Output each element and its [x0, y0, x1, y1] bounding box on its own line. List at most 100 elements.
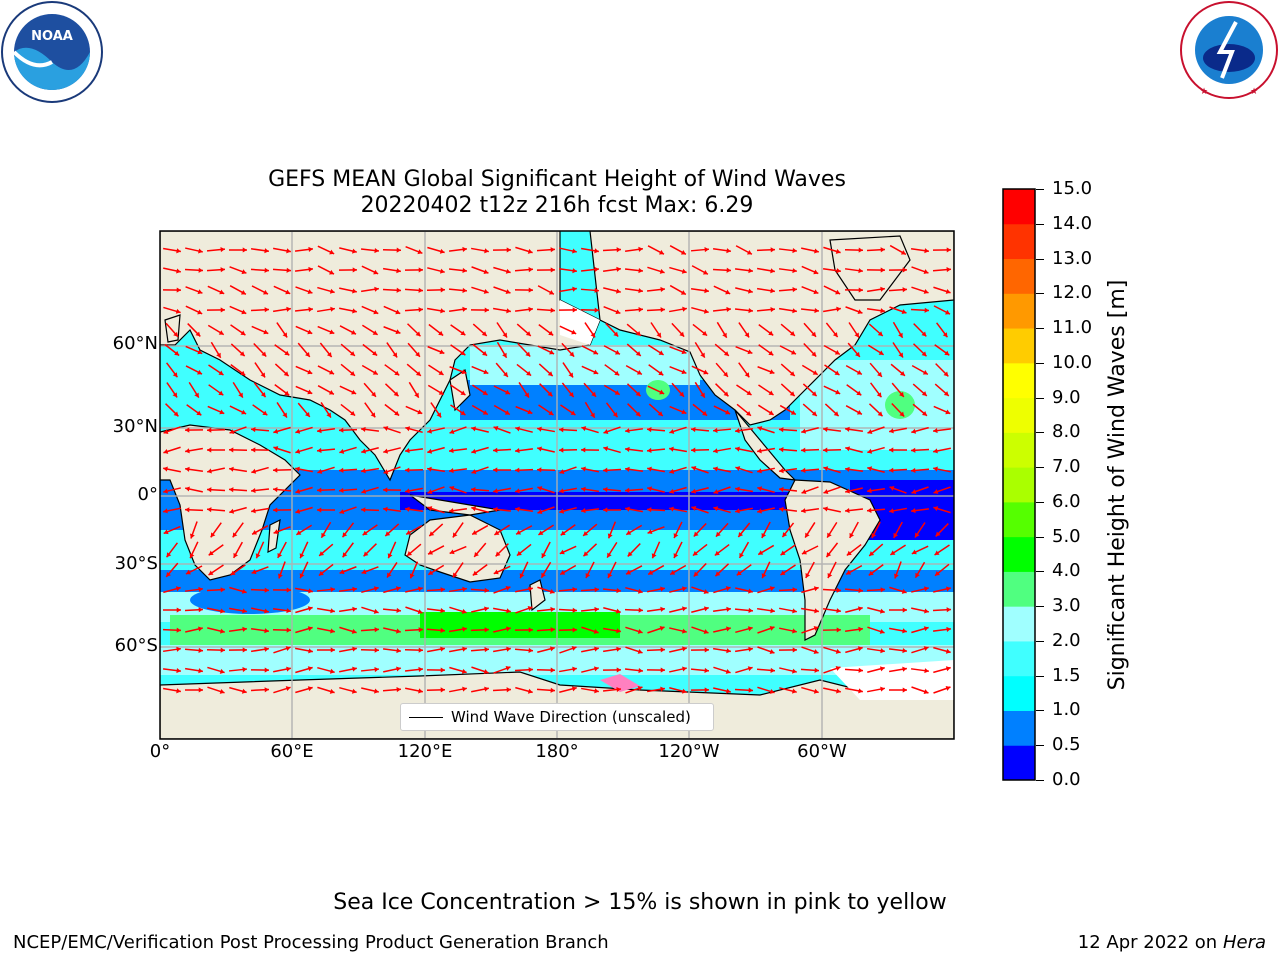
wave-direction-arrowhead: [396, 268, 401, 274]
wave-direction-arrowhead: [607, 573, 613, 579]
wave-direction-arrowhead: [352, 586, 357, 592]
wave-direction-arrowhead: [198, 267, 203, 273]
colorbar-tick-mark: [1036, 675, 1044, 677]
wave-direction-arrowhead: [502, 352, 507, 358]
band-north-atlantic: [800, 360, 954, 450]
wave-direction-arrowhead: [660, 586, 665, 592]
wave-direction-arrowhead: [329, 688, 335, 694]
wave-direction-arrowhead: [615, 608, 621, 614]
wave-direction-arrowhead: [770, 268, 775, 274]
wave-direction-arrowhead: [899, 411, 905, 417]
wave-direction-arrowhead: [726, 648, 731, 654]
wave-direction-arrowhead: [233, 552, 238, 558]
wave-direction-arrowhead: [835, 648, 841, 654]
wave-direction-arrowhead: [396, 666, 401, 672]
wave-direction-arrowhead: [858, 587, 863, 594]
wave-direction-arrowhead: [923, 646, 929, 652]
wave-direction-arrowhead: [637, 686, 643, 691]
wave-direction-arrowhead: [726, 606, 731, 612]
wave-direction-arrowhead: [541, 572, 546, 578]
wave-direction-arrowhead: [669, 446, 674, 452]
wave-direction-arrowhead: [525, 351, 531, 357]
wave-direction-arrowhead: [581, 426, 587, 432]
wave-direction-arrowhead: [834, 370, 840, 376]
wave-direction-arrowhead: [845, 488, 850, 494]
wave-direction-arrowhead: [163, 508, 168, 514]
wave-direction-arrowhead: [321, 532, 326, 538]
chart-title: GEFS MEAN Global Significant Height of W…: [268, 167, 846, 192]
colorbar-segment: [1003, 362, 1035, 399]
wave-direction-arrowhead: [945, 309, 951, 315]
wave-direction-arrowhead: [362, 530, 368, 536]
wave-direction-arrowhead: [484, 587, 489, 593]
wave-direction-arrowhead: [814, 608, 819, 614]
wave-direction-arrowhead: [691, 506, 697, 511]
colorbar-tick-label: 10.0: [1052, 351, 1093, 373]
wave-direction-arrowhead: [277, 573, 283, 579]
wave-direction-arrowhead: [330, 306, 335, 312]
wave-direction-arrowhead: [472, 570, 478, 576]
wave-direction-arrowhead: [218, 330, 224, 335]
wave-direction-arrowhead: [264, 587, 269, 593]
colorbar-segment: [1003, 223, 1035, 260]
wave-direction-arrowhead: [418, 688, 423, 694]
wave-direction-arrowhead: [899, 391, 904, 397]
wave-direction-arrowhead: [395, 309, 401, 315]
wave-direction-arrowhead: [681, 606, 687, 612]
land-eurasia: [160, 231, 601, 482]
wave-direction-arrowhead: [528, 627, 533, 633]
colorbar-tick-mark: [1036, 432, 1044, 434]
wave-direction-arrowhead: [506, 308, 511, 314]
wave-direction-arrowhead: [946, 267, 951, 273]
wave-direction-arrowhead: [739, 552, 744, 558]
wave-direction-arrowhead: [452, 532, 458, 538]
wave-direction-arrowhead: [876, 392, 882, 398]
wave-direction-arrowhead: [319, 551, 325, 556]
colorbar-tick-label: 0.5: [1052, 734, 1081, 756]
wave-direction-arrowhead: [175, 308, 181, 314]
wave-direction-arrowhead: [603, 429, 609, 434]
wave-direction-arrowhead: [197, 369, 203, 375]
wave-direction-arrowhead: [494, 530, 500, 535]
wave-direction-arrowhead: [805, 532, 810, 538]
wave-direction-arrowhead: [361, 426, 366, 432]
wave-direction-arrowhead: [726, 248, 731, 254]
wave-direction-arrowhead: [505, 289, 511, 295]
wave-direction-arrowhead: [440, 608, 445, 614]
wave-direction-arrowhead: [890, 550, 896, 555]
wave-direction-arrowhead: [813, 586, 819, 592]
wave-direction-arrowhead: [295, 466, 300, 472]
wave-direction-arrowhead: [330, 628, 335, 634]
wave-direction-arrowhead: [607, 552, 612, 558]
wave-direction-arrowhead: [515, 467, 520, 473]
wave-direction-arrowhead: [493, 569, 499, 575]
wave-direction-arrowhead: [660, 307, 665, 313]
wave-direction-arrowhead: [439, 268, 445, 274]
wave-direction-arrowhead: [921, 331, 927, 337]
wave-direction-arrowhead: [703, 589, 709, 594]
wave-direction-arrowhead: [484, 627, 489, 633]
wave-direction-arrowhead: [593, 349, 599, 355]
wave-direction-arrowhead: [845, 446, 851, 452]
wave-direction-arrowhead: [216, 352, 221, 358]
wave-direction-arrowhead: [427, 466, 432, 472]
colorbar-segment: [1003, 675, 1035, 711]
colorbar-tick-label: 6.0: [1052, 490, 1081, 512]
patch-n-atlantic-green: [885, 391, 915, 419]
wave-direction-arrowhead: [747, 288, 753, 294]
wave-direction-arrowhead: [726, 267, 731, 273]
wave-direction-arrowhead: [374, 647, 379, 653]
wave-direction-arrowhead: [651, 553, 657, 559]
wave-direction-arrowhead: [583, 551, 589, 557]
wave-direction-arrowhead: [286, 587, 291, 593]
wave-direction-arrowhead: [792, 247, 797, 254]
colorbar-tick-label: 9.0: [1052, 386, 1081, 408]
wave-direction-arrowhead: [417, 409, 423, 415]
colorbar-tick-mark: [1036, 571, 1044, 573]
colorbar-tick-label: 13.0: [1052, 247, 1093, 269]
wave-direction-arrowhead: [418, 627, 423, 633]
wave-direction-arrowhead: [527, 409, 533, 415]
wave-direction-arrowhead: [836, 268, 841, 274]
map-frame: [159, 230, 955, 740]
wave-direction-arrowhead: [846, 550, 852, 556]
